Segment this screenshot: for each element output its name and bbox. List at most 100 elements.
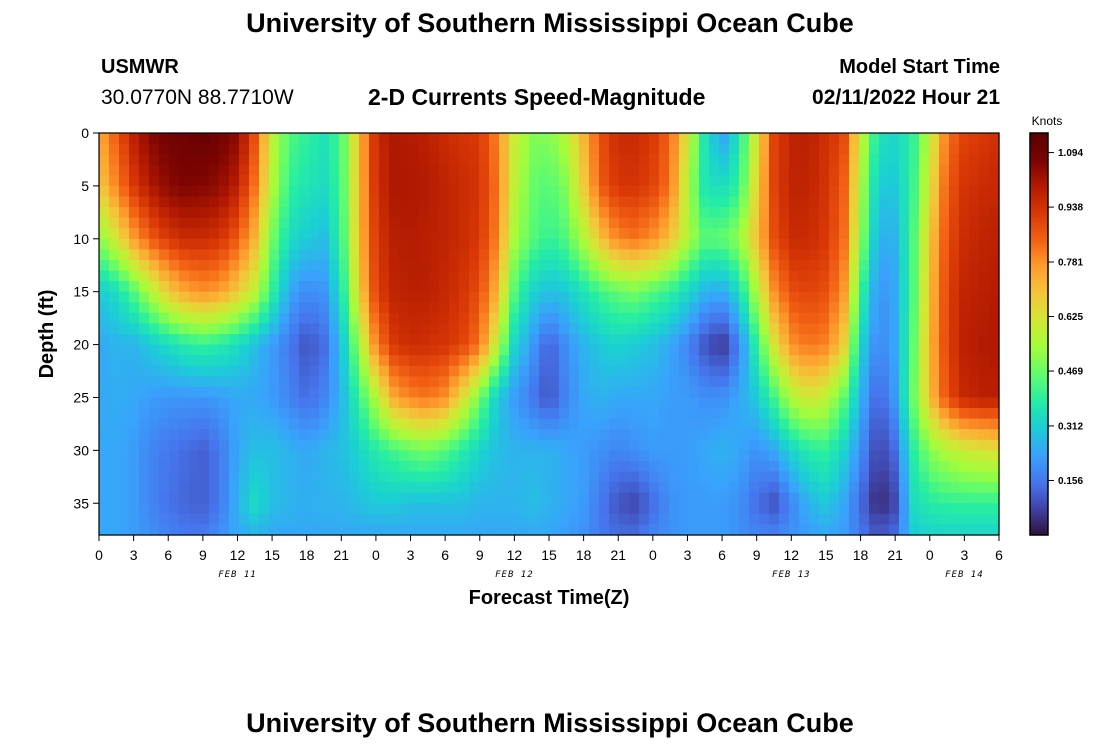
heatmap-cell	[149, 418, 160, 430]
heatmap-cell	[829, 207, 840, 219]
heatmap-cell	[829, 259, 840, 272]
heatmap-cell	[99, 492, 110, 504]
heatmap-cell	[559, 133, 570, 145]
heatmap-cell	[809, 154, 820, 166]
heatmap-cell	[809, 143, 820, 155]
heatmap-cell	[529, 513, 540, 526]
heatmap-cell	[869, 196, 880, 208]
heatmap-cell	[839, 513, 850, 526]
heatmap-cell	[339, 460, 350, 473]
heatmap-cell	[639, 365, 650, 377]
heatmap-cell	[229, 513, 240, 526]
heatmap-cell	[669, 302, 680, 314]
heatmap-cell	[429, 154, 440, 166]
heatmap-cell	[499, 408, 510, 420]
heatmap-cell	[829, 164, 840, 176]
heatmap-cell	[979, 228, 990, 240]
heatmap-cell	[419, 408, 430, 420]
heatmap-cell	[479, 492, 490, 504]
heatmap-cell	[619, 386, 630, 399]
heatmap-cell	[519, 334, 530, 346]
heatmap-cell	[589, 418, 600, 430]
heatmap-cell	[989, 281, 1000, 293]
heatmap-cell	[809, 228, 820, 240]
heatmap-cell	[879, 207, 890, 219]
heatmap-cell	[129, 143, 140, 155]
heatmap-cell	[529, 154, 540, 166]
heatmap-cell	[759, 334, 770, 346]
heatmap-cell	[259, 397, 270, 409]
heatmap-cell	[569, 133, 580, 145]
heatmap-cell	[789, 365, 800, 377]
heatmap-cell	[769, 164, 780, 176]
heatmap-cell	[709, 164, 720, 176]
heatmap-cell	[379, 259, 390, 272]
heatmap-cell	[809, 175, 820, 187]
heatmap-cell	[209, 408, 220, 420]
heatmap-cell	[869, 143, 880, 155]
heatmap-cell	[189, 386, 200, 399]
heatmap-cell	[429, 482, 440, 494]
heatmap-cell	[759, 154, 770, 166]
heatmap-cell	[609, 429, 620, 441]
heatmap-cell	[929, 524, 940, 536]
heatmap-cell	[449, 143, 460, 155]
heatmap-cell	[209, 291, 220, 303]
heatmap-cell	[989, 365, 1000, 377]
heatmap-cell	[309, 450, 320, 462]
heatmap-cell	[509, 471, 520, 483]
heatmap-cell	[759, 386, 770, 399]
heatmap-cell	[539, 482, 550, 494]
heatmap-cell	[699, 259, 710, 272]
heatmap-cell	[749, 164, 760, 176]
y-tick-label: 0	[81, 125, 89, 141]
heatmap-cell	[749, 503, 760, 515]
heatmap-cell	[649, 524, 660, 536]
heatmap-cell	[949, 365, 960, 377]
heatmap-cell	[529, 228, 540, 240]
heatmap-cell	[389, 312, 400, 325]
heatmap-cell	[979, 418, 990, 430]
heatmap-cell	[269, 334, 280, 346]
heatmap-cell	[99, 418, 110, 430]
heatmap-cell	[739, 524, 750, 536]
heatmap-cell	[919, 408, 930, 420]
heatmap-cell	[499, 513, 510, 526]
heatmap-cell	[559, 207, 570, 219]
heatmap-cell	[449, 238, 460, 250]
heatmap-cell	[319, 217, 330, 229]
heatmap-cell	[309, 175, 320, 187]
heatmap-cell	[809, 133, 820, 145]
heatmap-cell	[209, 154, 220, 166]
heatmap-cell	[139, 429, 150, 441]
heatmap-cell	[609, 185, 620, 198]
chart-subtitle: 2-D Currents Speed-Magnitude	[368, 84, 706, 110]
heatmap-cell	[279, 238, 290, 250]
heatmap-cell	[269, 185, 280, 198]
heatmap-cell	[839, 185, 850, 198]
heatmap-cell	[119, 365, 130, 377]
heatmap-cell	[139, 217, 150, 229]
heatmap-cell	[319, 386, 330, 399]
heatmap-cell	[319, 281, 330, 293]
heatmap-cell	[769, 291, 780, 303]
heatmap-cell	[149, 492, 160, 504]
heatmap-cell	[129, 207, 140, 219]
heatmap-cell	[269, 312, 280, 325]
heatmap-cell	[289, 291, 300, 303]
heatmap-cell	[699, 344, 710, 356]
heatmap-cell	[899, 133, 910, 145]
heatmap-cell	[799, 185, 810, 198]
heatmap-cell	[819, 175, 830, 187]
heatmap-cell	[139, 175, 150, 187]
heatmap-cell	[159, 376, 170, 388]
heatmap-cell	[509, 291, 520, 303]
heatmap-cell	[249, 365, 260, 377]
heatmap-cell	[889, 228, 900, 240]
heatmap-cell	[449, 482, 460, 494]
heatmap-cell	[849, 228, 860, 240]
heatmap-cell	[399, 175, 410, 187]
heatmap-cell	[699, 196, 710, 208]
heatmap-cell	[459, 471, 470, 483]
heatmap-cell	[469, 439, 480, 451]
